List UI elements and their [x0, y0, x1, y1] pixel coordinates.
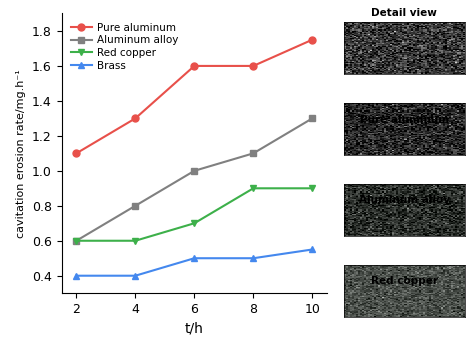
Red copper: [133, 239, 138, 243]
Pure aluminum: [191, 64, 197, 68]
Line: Brass: Brass: [73, 246, 316, 279]
Aluminum alloy: [73, 239, 79, 243]
Aluminum alloy: [250, 151, 256, 155]
Aluminum alloy: [310, 116, 315, 120]
Pure aluminum: [250, 64, 256, 68]
Pure aluminum: [73, 151, 79, 155]
Pure aluminum: [310, 38, 315, 42]
Text: Red copper: Red copper: [371, 276, 438, 286]
Brass: [191, 256, 197, 260]
Aluminum alloy: [133, 204, 138, 208]
Brass: [133, 274, 138, 278]
Y-axis label: cavitation erosion rate/mg.h⁻¹: cavitation erosion rate/mg.h⁻¹: [16, 69, 27, 238]
Pure aluminum: [133, 116, 138, 120]
Red copper: [73, 239, 79, 243]
Red copper: [191, 221, 197, 225]
Brass: [250, 256, 256, 260]
Text: Aluminum alloy: Aluminum alloy: [359, 195, 450, 206]
X-axis label: t/h: t/h: [185, 321, 204, 335]
Line: Aluminum alloy: Aluminum alloy: [73, 115, 316, 244]
Red copper: [250, 186, 256, 190]
Aluminum alloy: [191, 169, 197, 173]
Brass: [310, 247, 315, 251]
Line: Red copper: Red copper: [73, 185, 316, 244]
Text: Detail view: Detail view: [372, 8, 437, 19]
Line: Pure aluminum: Pure aluminum: [73, 36, 316, 157]
Brass: [73, 274, 79, 278]
Red copper: [310, 186, 315, 190]
Legend: Pure aluminum, Aluminum alloy, Red copper, Brass: Pure aluminum, Aluminum alloy, Red coppe…: [67, 19, 182, 75]
Text: Pure aluminum: Pure aluminum: [360, 115, 449, 125]
